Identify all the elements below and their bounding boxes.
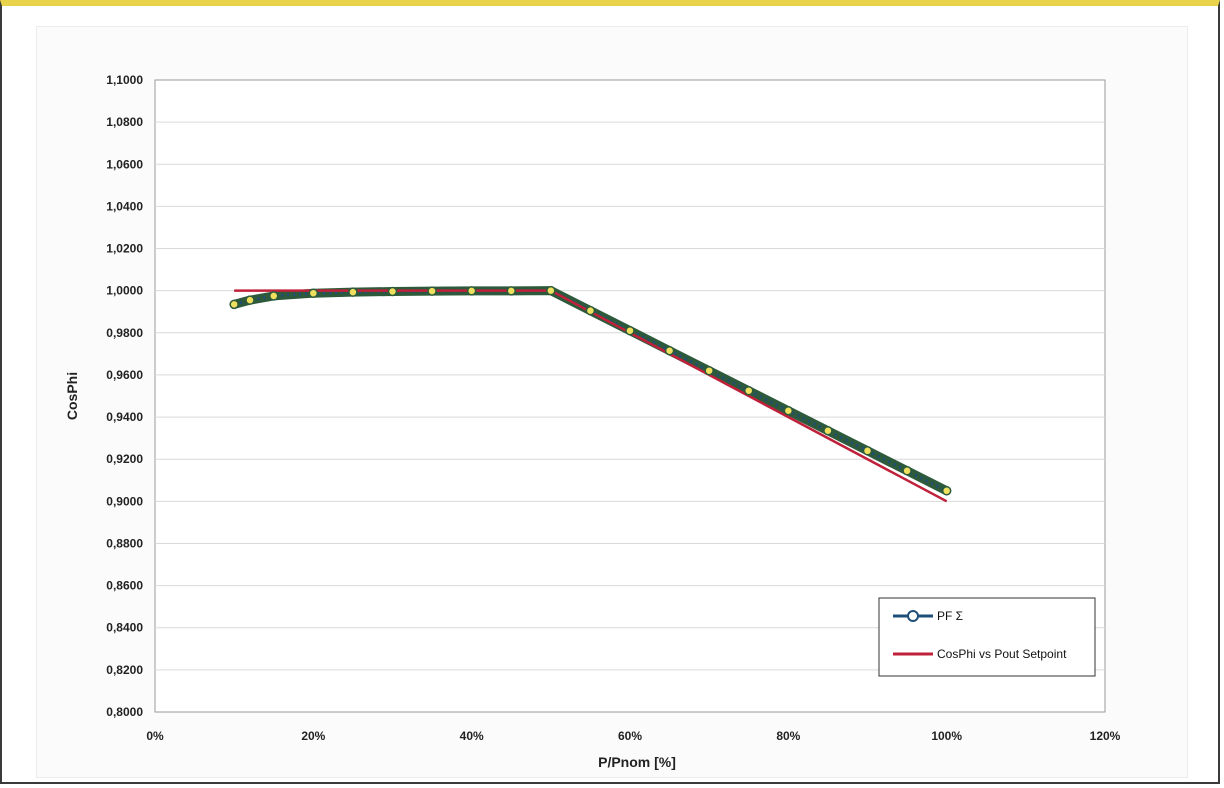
y-tick-label: 0,9000 <box>106 494 143 508</box>
y-tick-label: 0,8800 <box>106 536 143 550</box>
x-tick-label: 60% <box>618 729 642 743</box>
series-pf-point <box>585 305 596 316</box>
series-pf-point <box>348 287 358 297</box>
y-tick-label: 1,0600 <box>106 157 143 171</box>
series-pf-point <box>625 325 635 336</box>
y-tick-label: 0,8000 <box>106 705 143 719</box>
series-pf-point <box>862 446 873 456</box>
legend-box <box>878 597 1096 677</box>
series-layer <box>229 285 952 503</box>
series-pf-point <box>506 286 516 296</box>
y-tick-label: 0,9800 <box>106 326 143 340</box>
y-tick-label: 0,8600 <box>106 579 143 593</box>
series-pf-point <box>704 365 714 376</box>
x-axis-title: P/Pnom [%] <box>598 754 676 770</box>
y-tick-label: 1,1000 <box>106 73 143 87</box>
chart-svg: 0,8000 0,8200 0,8400 0,8600 0,8800 0,9000 0,92… <box>64 73 1121 770</box>
series-pf-point <box>902 466 912 476</box>
series-pf-point <box>466 286 477 296</box>
y-axis-title: CosPhi <box>64 372 80 420</box>
series-pf-point <box>823 426 833 436</box>
y-tick-label: 1,0800 <box>106 115 143 129</box>
legend-label-setpoint: CosPhi vs Pout Setpoint <box>937 647 1067 661</box>
series-pf-point <box>229 299 239 310</box>
series-pf-point <box>308 288 319 298</box>
series-pf-point <box>941 486 952 496</box>
series-pf-point <box>664 345 675 356</box>
y-tick-label: 0,9200 <box>106 452 143 466</box>
y-tick-label: 0,9600 <box>106 368 143 382</box>
series-pf-point <box>387 286 398 297</box>
y-tick-label: 0,8200 <box>106 663 143 677</box>
y-tick-label: 1,0000 <box>106 284 143 298</box>
x-tick-label: 100% <box>931 729 962 743</box>
chart-panel: 0,8000 0,8200 0,8400 0,8600 0,8800 0,9000 0,92… <box>36 26 1188 778</box>
y-tick-label: 1,0400 <box>106 199 143 213</box>
y-tick-label: 0,9400 <box>106 410 143 424</box>
series-pf-point <box>427 286 437 296</box>
x-tick-label: 0% <box>146 729 164 743</box>
y-tick-label: 0,8400 <box>106 621 143 635</box>
legend-label-pf: PF Σ <box>937 609 963 623</box>
series-pf-point <box>546 285 556 296</box>
x-tick-label: 20% <box>301 729 325 743</box>
x-tick-label: 80% <box>776 729 800 743</box>
y-tick-label: 1,0200 <box>106 242 143 256</box>
series-pf-point <box>245 295 255 305</box>
series-pf-point <box>744 385 754 396</box>
y-tick-labels: 0,8000 0,8200 0,8400 0,8600 0,8800 0,9000 0,92… <box>106 73 143 719</box>
legend-marker-pf <box>907 610 919 622</box>
x-tick-label: 40% <box>460 729 484 743</box>
x-tick-label: 120% <box>1090 729 1121 743</box>
legend: PF Σ CosPhi vs Pout Setpoint <box>878 597 1096 677</box>
series-pf-point <box>269 291 279 301</box>
series-pf-point <box>783 405 794 416</box>
x-tick-labels: 0% 20% 40% 60% 80% 100% 120% <box>146 729 1120 743</box>
